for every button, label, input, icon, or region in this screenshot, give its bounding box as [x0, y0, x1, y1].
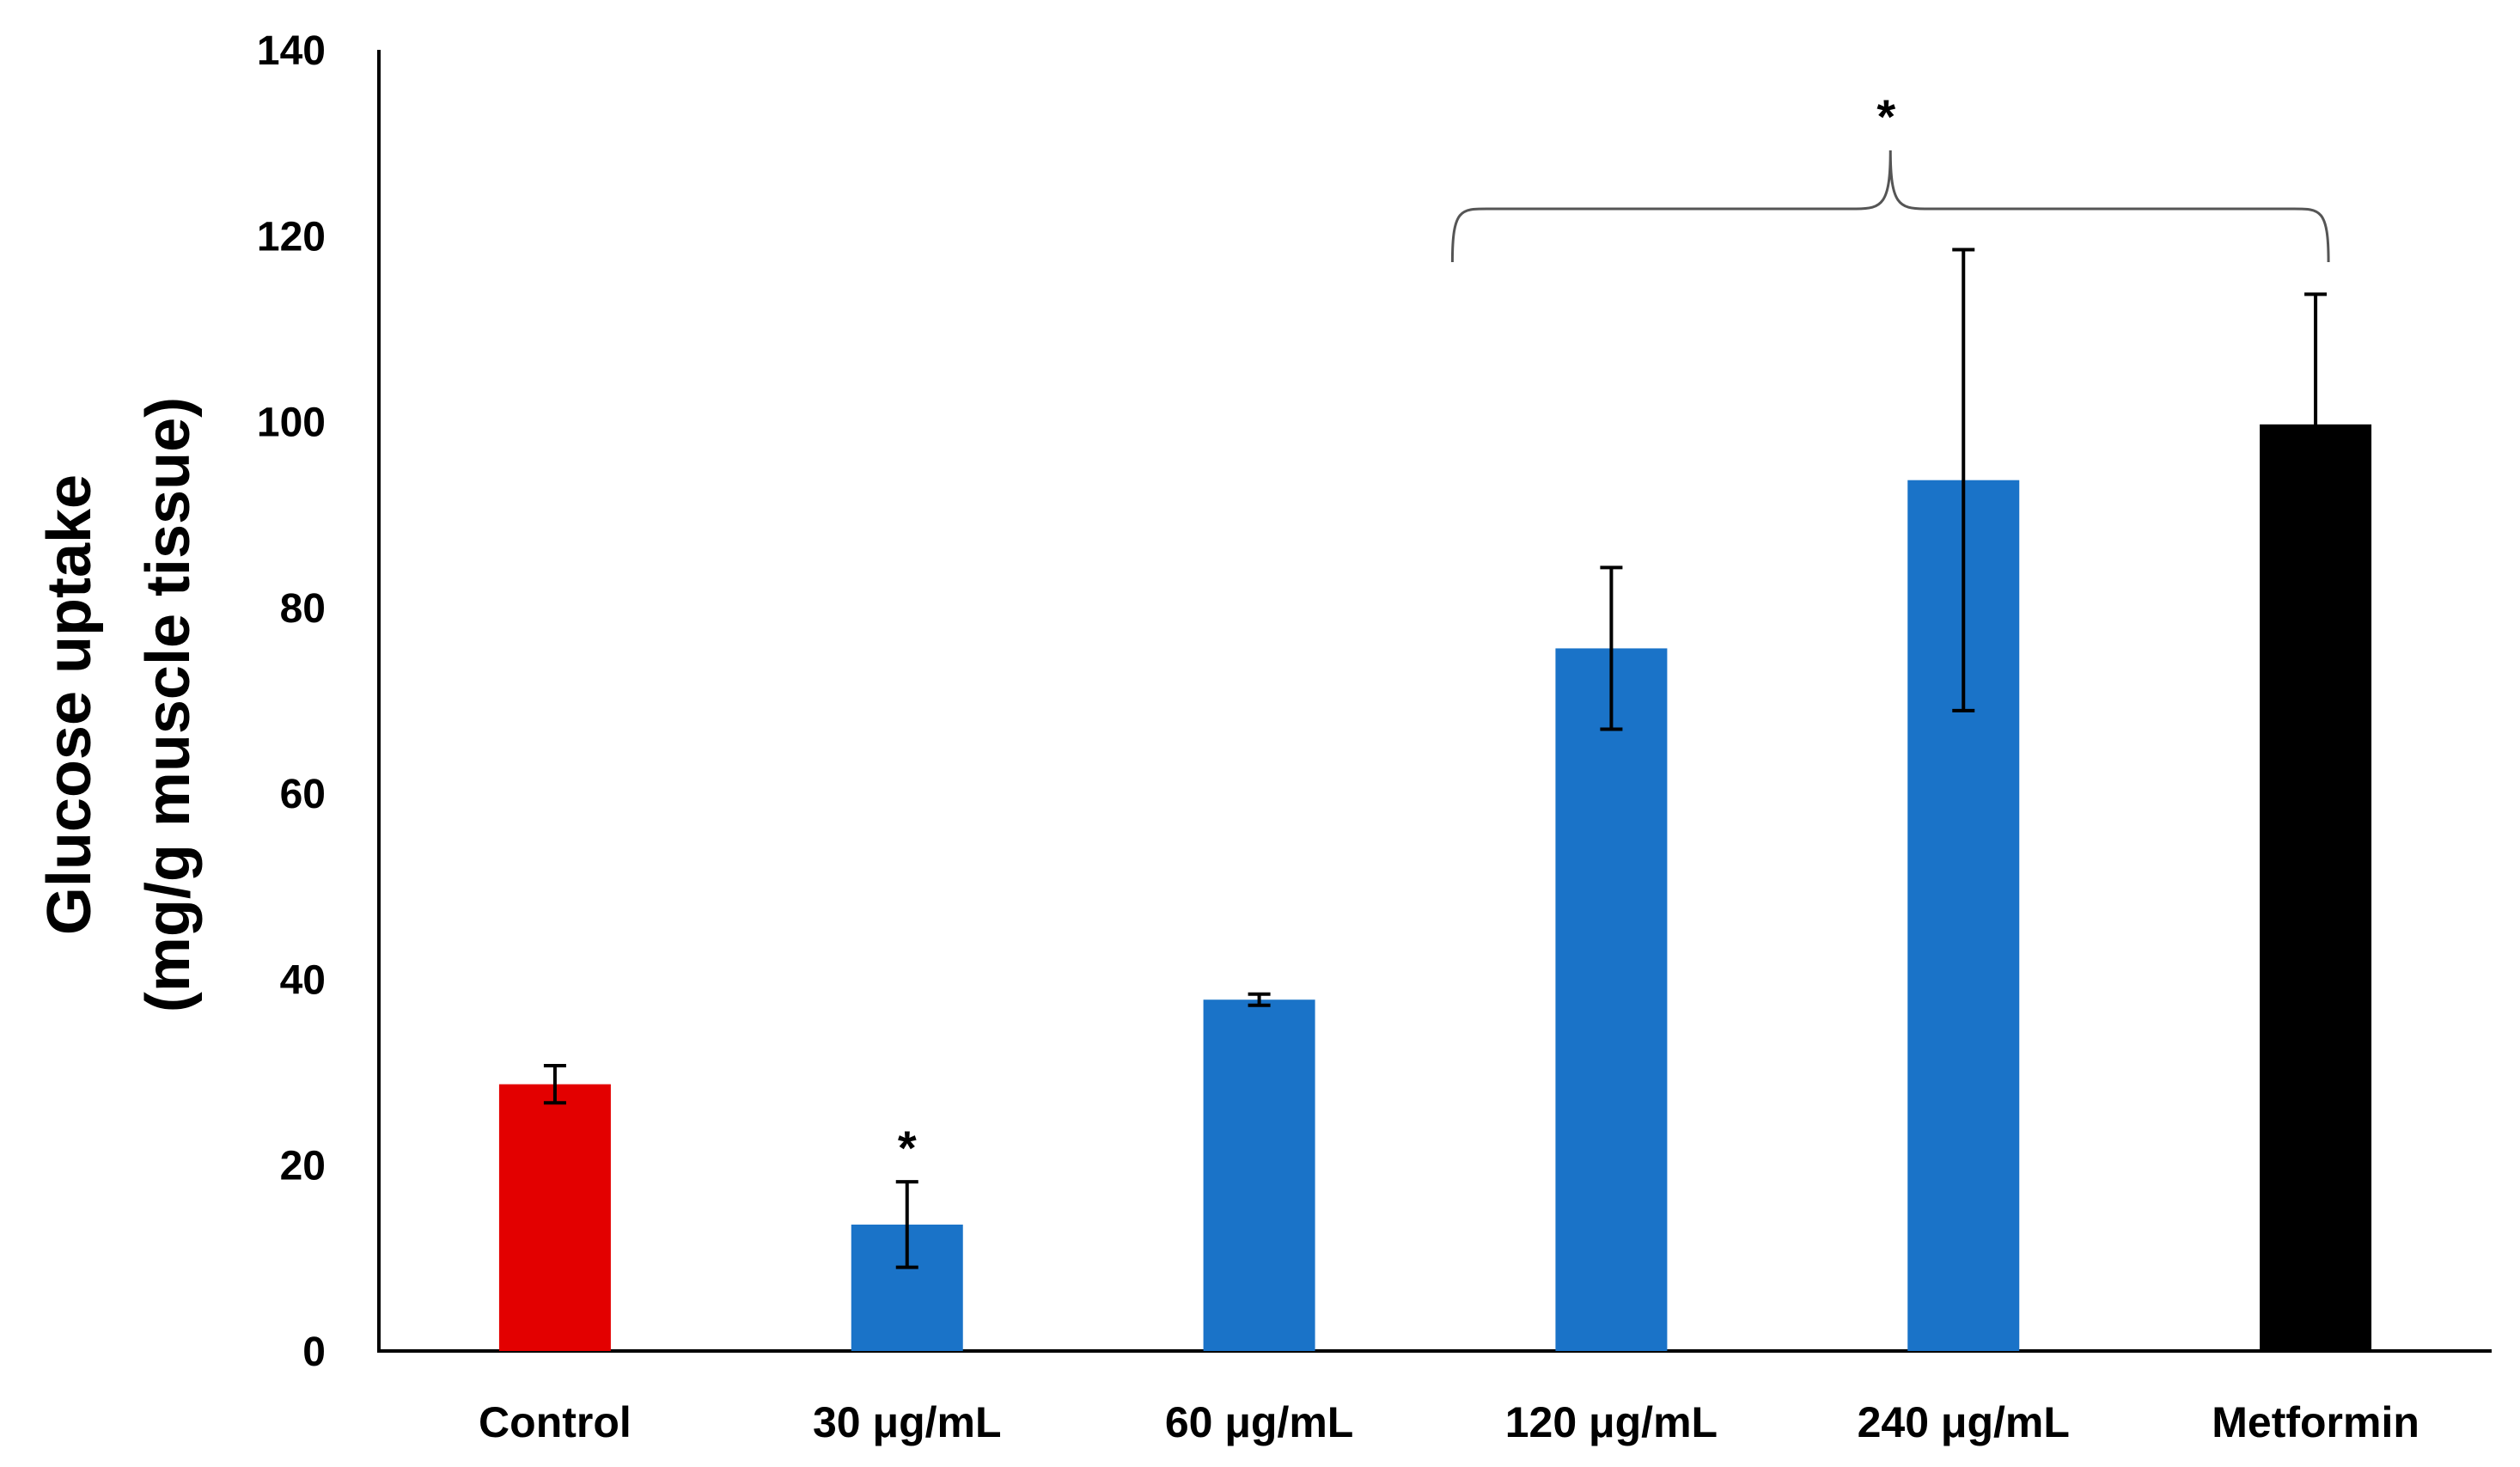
error-bar — [2304, 292, 2328, 557]
x-axis-tick-labels: Control 30 μg/mL 60 μg/mL 120 μg/mL 240 μg/m… — [479, 1398, 2419, 1446]
significance-bracket — [1450, 150, 2330, 263]
bar — [1203, 999, 1315, 1351]
error-bar — [1248, 992, 1271, 1007]
y-tick-label: 140 — [257, 28, 326, 74]
x-tick-label: Metformin — [2212, 1398, 2419, 1446]
y-tick-label: 60 — [280, 772, 326, 817]
bar — [498, 1084, 611, 1351]
significance-star: * — [1876, 89, 1895, 144]
x-tick-label: 30 μg/mL — [813, 1398, 1002, 1446]
x-tick-label: 60 μg/mL — [1165, 1398, 1354, 1446]
bars — [498, 424, 2372, 1352]
error-bar — [543, 1064, 566, 1105]
error-bar — [1600, 565, 1623, 731]
y-tick-label: 0 — [302, 1329, 326, 1375]
significance-star: * — [898, 1121, 917, 1175]
y-tick-label: 80 — [280, 586, 326, 632]
axes — [377, 50, 2492, 1353]
y-axis-ticks: 0 20 40 60 80 100 120 140 — [257, 28, 326, 1375]
error-bars — [543, 248, 2328, 1269]
bar — [1555, 648, 1668, 1351]
y-axis-label: Glucose uptake (mg/g muscle tissue) — [35, 397, 203, 1012]
error-bar — [895, 1180, 918, 1269]
y-tick-label: 20 — [280, 1144, 326, 1189]
y-tick-label: 40 — [280, 957, 326, 1003]
y-tick-label: 120 — [257, 214, 326, 260]
y-axis-label-line-1: Glucose uptake — [35, 474, 104, 935]
x-tick-label: 240 μg/mL — [1858, 1398, 2070, 1446]
y-tick-label: 100 — [257, 400, 326, 446]
significance-annotations: ** — [898, 89, 2330, 1175]
error-bar — [1952, 248, 1975, 712]
bar — [2260, 424, 2372, 1352]
x-tick-label: 120 μg/mL — [1505, 1398, 1718, 1446]
y-axis-label-line-2: (mg/g muscle tissue) — [134, 397, 203, 1012]
x-tick-label: Control — [479, 1398, 632, 1446]
